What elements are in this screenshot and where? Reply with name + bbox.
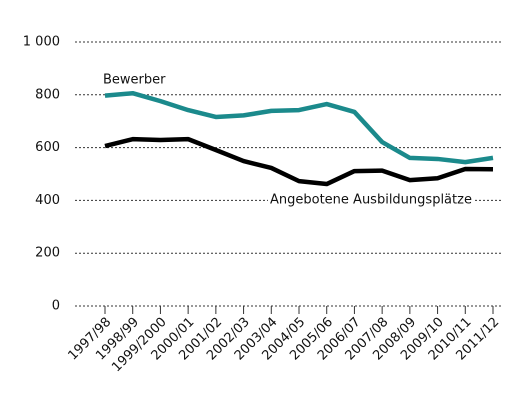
- series-line: [104, 90, 494, 165]
- series-line: [104, 136, 494, 187]
- y-tick-label: 0: [52, 299, 60, 314]
- label-bg: [101, 72, 169, 88]
- y-tick-label: 200: [35, 246, 60, 261]
- series-label: Bewerber: [103, 73, 166, 88]
- label-bg: [268, 192, 474, 208]
- y-tick-label: 600: [35, 140, 60, 155]
- y-tick-label: 800: [35, 87, 60, 102]
- y-tick-label: 400: [35, 193, 60, 208]
- y-tick-label: 1 000: [23, 35, 60, 50]
- series-label: Angebotene Ausbildungsplätze: [270, 193, 472, 208]
